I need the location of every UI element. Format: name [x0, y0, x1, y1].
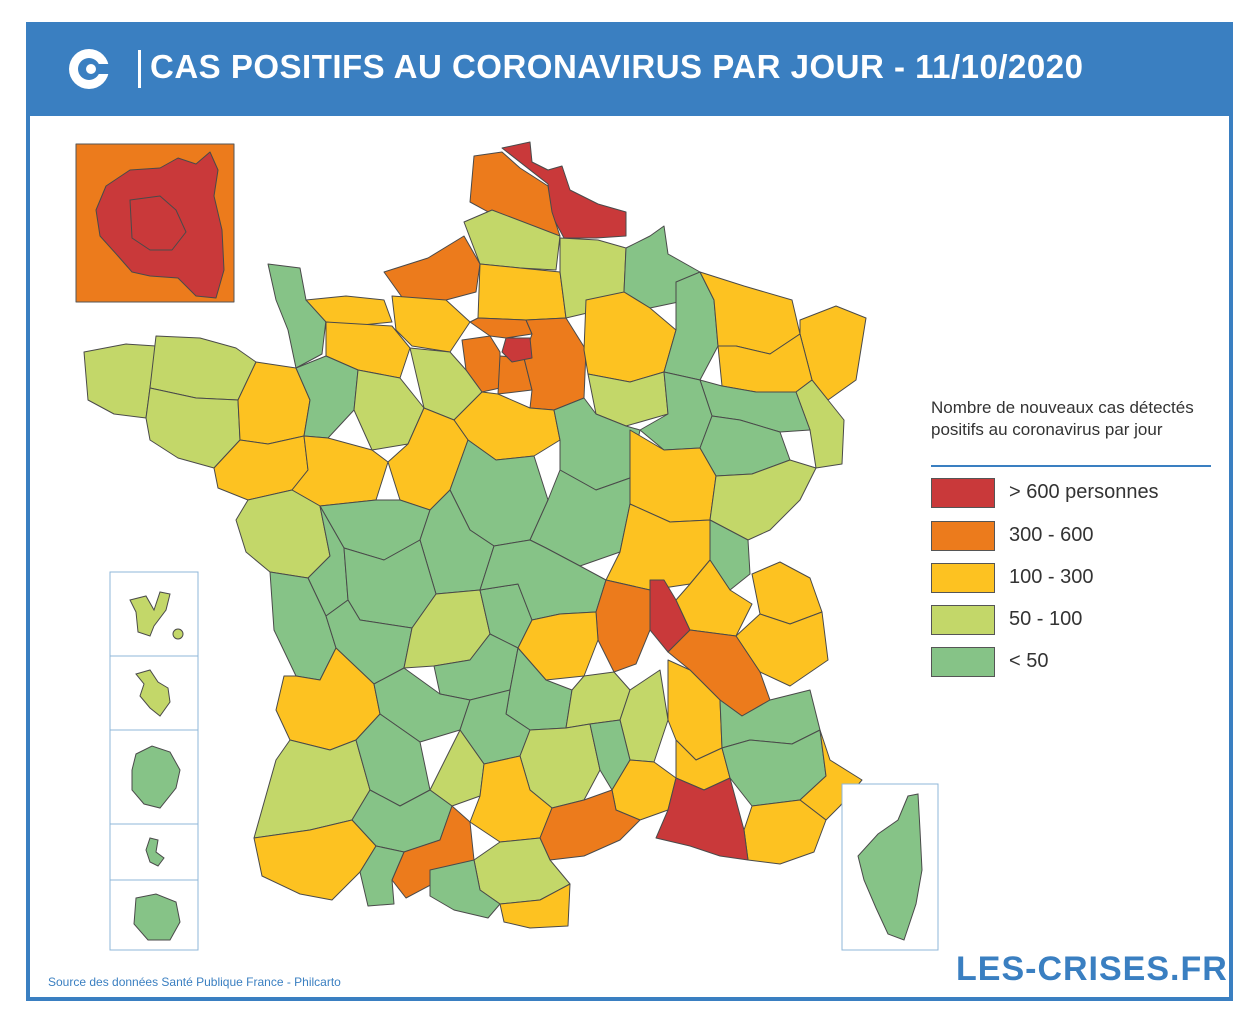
legend-label: 50 - 100 [1009, 608, 1083, 630]
legend-label: 100 - 300 [1009, 566, 1094, 588]
corse [857, 793, 923, 941]
martinique [135, 669, 171, 717]
dept-seine-marne [523, 317, 587, 411]
dept-hautes-pyrenees [359, 845, 405, 907]
legend-swatch [931, 478, 995, 508]
legend-item-600-plus: > 600 personnes [931, 478, 1211, 510]
dept-finistere [83, 343, 157, 419]
header-bar: CAS POSITIFS AU CORONAVIRUS PAR JOUR - 1… [26, 22, 1233, 116]
dept-savoie [735, 611, 829, 687]
legend-item-300-600: 300 - 600 [931, 521, 1211, 553]
legend-swatch [931, 605, 995, 635]
legend-label: < 50 [1009, 650, 1049, 672]
legend-label: 300 - 600 [1009, 524, 1094, 546]
legend-divider [931, 465, 1211, 467]
data-source-note: Source des données Santé Publique France… [48, 975, 341, 989]
dept-ariege [429, 859, 501, 919]
dept-paris-ring [501, 337, 533, 363]
legend-swatch [931, 647, 995, 677]
legend-item-100-300: 100 - 300 [931, 563, 1211, 595]
dept-loire [595, 579, 651, 673]
legend-title: Nombre de nouveaux cas détectés positifs… [931, 398, 1194, 439]
dept-jura [709, 519, 751, 591]
dept-pas-de-calais [469, 151, 561, 237]
dept-mayenne [295, 355, 359, 439]
legend-item-50-100: 50 - 100 [931, 605, 1211, 637]
les-crises-logo-icon [69, 49, 111, 89]
dept-pyr-orientales [499, 883, 571, 929]
reunion [133, 893, 181, 941]
dept-manche [267, 263, 327, 369]
guadeloupe-island [172, 628, 184, 640]
brand-logo-text: LES-CRISES.FR [956, 950, 1228, 988]
dept-ain [675, 559, 753, 637]
dept-herault [539, 789, 641, 861]
dept-vendee [235, 489, 331, 579]
dept-cotes-armor [149, 335, 257, 401]
dept-oise [477, 263, 567, 321]
header-separator [138, 50, 141, 88]
mayotte [145, 837, 165, 867]
legend-swatch [931, 563, 995, 593]
legend-swatch [931, 521, 995, 551]
dept-seine-maritime [383, 235, 481, 301]
dept-val-oise [469, 317, 533, 339]
guadeloupe [129, 591, 171, 637]
legend-item-under-50: < 50 [931, 647, 1211, 679]
legend-label: > 600 personnes [1009, 481, 1159, 503]
dept-bouches-rhone [655, 777, 749, 861]
page-title: CAS POSITIFS AU CORONAVIRUS PAR JOUR - 1… [150, 48, 1084, 85]
guyane [131, 745, 181, 809]
